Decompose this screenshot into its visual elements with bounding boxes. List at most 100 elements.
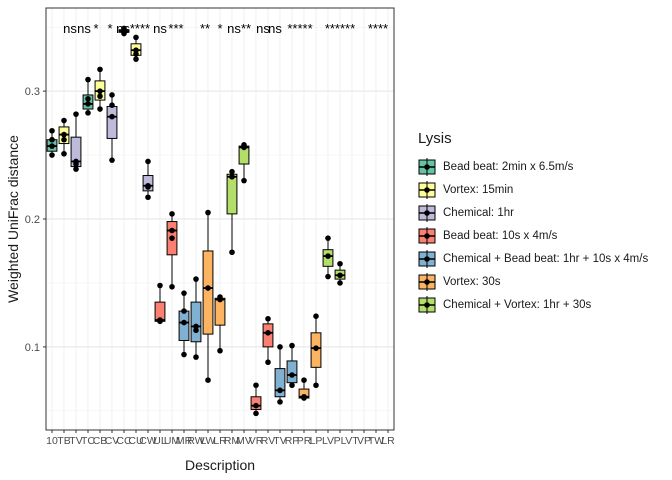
data-point [277, 344, 283, 350]
legend-label: Chemical + Vortex: 1hr + 30s [443, 298, 592, 311]
significance-label: ****** [325, 21, 355, 36]
legend-label: Chemical: 1hr [443, 206, 514, 219]
legend-key-glyph [418, 203, 436, 222]
legend-item: Vortex: 15min [418, 178, 668, 201]
legend-label: Vortex: 30s [443, 275, 501, 288]
x-tick-label: RM [224, 435, 240, 447]
legend-item: Vortex: 30s [418, 270, 668, 293]
x-tick-label: MV [236, 435, 252, 447]
significance-label: * [107, 21, 112, 36]
data-point [241, 142, 247, 148]
data-point [265, 315, 271, 322]
data-point [253, 382, 259, 389]
data-point [97, 66, 103, 73]
legend-point [424, 163, 430, 170]
data-point [193, 323, 199, 330]
legend-key-glyph [418, 272, 436, 291]
x-tick-label: TB [57, 435, 70, 447]
data-point [181, 319, 187, 326]
data-point [49, 152, 55, 158]
data-point [253, 410, 259, 417]
data-point [169, 235, 175, 241]
legend-key [418, 272, 436, 291]
box [178, 310, 190, 341]
legend-item: Bead beat: 2min x 6.5m/s [418, 155, 668, 178]
legend-point [424, 278, 430, 285]
legend-point [424, 186, 430, 193]
x-tick-label: TV [273, 435, 286, 447]
legend-key-glyph [418, 180, 436, 199]
x-tick-label: PL [334, 435, 347, 447]
x-tick-label: 10 [46, 435, 58, 447]
x-tick-label: TC [81, 435, 95, 447]
data-point [313, 345, 319, 351]
data-point [313, 313, 319, 319]
x-tick-label: RP [285, 435, 300, 447]
legend-key-glyph [418, 157, 436, 176]
data-point [73, 111, 79, 117]
data-point [253, 402, 259, 409]
data-point [217, 294, 223, 300]
data-point [301, 377, 307, 383]
data-point [97, 106, 103, 112]
data-point [73, 166, 79, 172]
data-point [205, 377, 211, 383]
x-tick-label: LR [213, 435, 227, 447]
data-point [61, 117, 67, 124]
data-point [277, 387, 283, 394]
data-point [169, 227, 175, 234]
significance-label: * [217, 21, 222, 36]
data-point [229, 174, 235, 180]
data-point [61, 150, 67, 157]
data-point [325, 273, 331, 280]
x-tick-label: PR [297, 435, 312, 447]
data-point [265, 330, 271, 336]
significance-label: ns [77, 21, 91, 36]
data-point [337, 280, 343, 286]
legend-title: Lysis [418, 130, 452, 147]
legend-point [424, 209, 430, 216]
data-point [85, 76, 91, 83]
data-point [193, 354, 199, 360]
data-point [49, 136, 55, 143]
legend-label: Bead beat: 2min x 6.5m/s [443, 160, 574, 173]
y-tick-label: 0.2 [25, 214, 40, 226]
data-point [229, 168, 235, 175]
legend-point [424, 232, 430, 239]
legend-key [418, 295, 436, 314]
data-point [205, 209, 211, 216]
legend-key-glyph [418, 249, 436, 268]
data-point [157, 282, 163, 289]
data-point [337, 272, 343, 279]
data-point [73, 158, 79, 165]
data-point [109, 113, 115, 120]
significance-label: * [93, 21, 98, 36]
legend-key [418, 157, 436, 176]
data-point [61, 136, 67, 143]
data-point [337, 260, 343, 267]
x-tick-label: CU [128, 435, 143, 447]
legend-key [418, 203, 436, 222]
legend-key [418, 226, 436, 245]
legend-item: Chemical: 1hr [418, 201, 668, 224]
data-point [241, 177, 247, 184]
legend-point [424, 255, 430, 262]
legend-key [418, 180, 436, 199]
legend-label: Bead beat: 10s x 4m/s [443, 229, 558, 242]
data-point [181, 308, 187, 314]
data-point [193, 276, 199, 282]
data-point [169, 211, 175, 217]
data-point [325, 235, 331, 241]
legend-point [424, 301, 430, 308]
data-point [145, 158, 151, 165]
x-tick-label: LR [381, 435, 395, 447]
significance-label: ns [256, 21, 270, 36]
legend: Lysis Bead beat: 2min x 6.5m/s Vortex: 15… [418, 130, 668, 316]
data-point [205, 285, 211, 291]
legend-label: Vortex: 15min [443, 183, 514, 196]
data-point [109, 157, 115, 163]
x-tick-label: CV [105, 435, 120, 447]
data-point [49, 127, 55, 134]
data-point [289, 342, 295, 349]
significance-label: ** [241, 21, 251, 36]
